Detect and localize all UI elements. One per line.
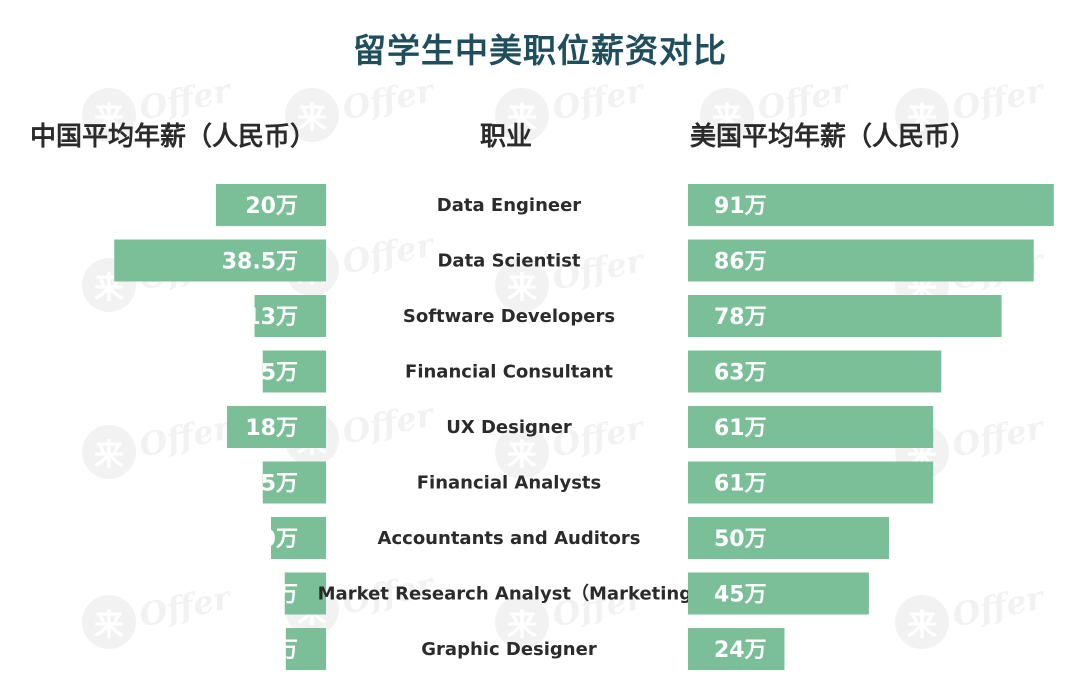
us-salary-label: 24万 xyxy=(714,638,767,663)
us-salary-bar xyxy=(688,239,1034,282)
us-salary-bar xyxy=(688,461,934,504)
china-salary-bar xyxy=(271,517,326,559)
us-salary-label: 86万 xyxy=(714,250,767,275)
us-salary-label: 78万 xyxy=(714,305,767,330)
us-salary-bar xyxy=(688,184,1054,226)
us-salary-label: 63万 xyxy=(714,361,767,386)
china-salary-bar xyxy=(114,239,326,282)
us-salary-label: 91万 xyxy=(714,194,767,219)
china-salary-label: 7.3万 xyxy=(237,638,298,663)
us-salary-label: 61万 xyxy=(714,416,767,441)
china-salary-bar xyxy=(284,572,326,615)
header-us-salary: 美国平均年薪（人民币） xyxy=(690,122,977,152)
us-salary-label: 45万 xyxy=(714,583,767,608)
china-salary-label: 18万 xyxy=(245,416,298,441)
china-salary-label: 38.5万 xyxy=(222,250,298,275)
china-salary-label: 10万 xyxy=(245,527,298,552)
china-salary-bar xyxy=(216,184,326,226)
job-category-label: Software Developers xyxy=(403,306,615,327)
china-salary-label: 7.5万 xyxy=(237,583,298,608)
china-salary-label: 20万 xyxy=(245,194,298,219)
job-category-label: Data Scientist xyxy=(437,251,580,272)
us-salary-bar xyxy=(688,350,942,393)
china-salary-bar xyxy=(262,350,326,393)
chart-title: 留学生中美职位薪资对比 xyxy=(353,31,727,70)
us-salary-bar xyxy=(688,517,889,559)
china-salary-label: 13万 xyxy=(245,305,298,330)
china-salary-label: 11.5万 xyxy=(222,361,298,386)
us-salary-bar xyxy=(688,295,1002,337)
us-salary-bar xyxy=(688,572,869,615)
header-china-salary: 中国平均年薪（人民币） xyxy=(30,122,317,152)
china-salary-label: 11.5万 xyxy=(222,472,298,497)
job-category-label: UX Designer xyxy=(446,417,572,438)
china-salary-bar xyxy=(285,628,326,670)
us-salary-bar xyxy=(688,406,934,448)
us-salary-label: 61万 xyxy=(714,472,767,497)
job-category-label: Accountants and Auditors xyxy=(378,528,641,549)
china-salary-bar xyxy=(227,406,326,448)
china-salary-bar xyxy=(254,295,326,337)
job-category-label: Financial Consultant xyxy=(405,362,613,383)
job-category-label: Graphic Designer xyxy=(421,639,597,660)
us-salary-bar xyxy=(688,628,785,670)
header-job: 职业 xyxy=(480,122,533,152)
china-salary-bar xyxy=(262,461,326,504)
job-category-label: Financial Analysts xyxy=(417,473,602,494)
job-category-label: Market Research Analyst（Marketing) xyxy=(318,584,701,605)
us-salary-label: 50万 xyxy=(714,527,767,552)
job-category-label: Data Engineer xyxy=(437,195,582,216)
